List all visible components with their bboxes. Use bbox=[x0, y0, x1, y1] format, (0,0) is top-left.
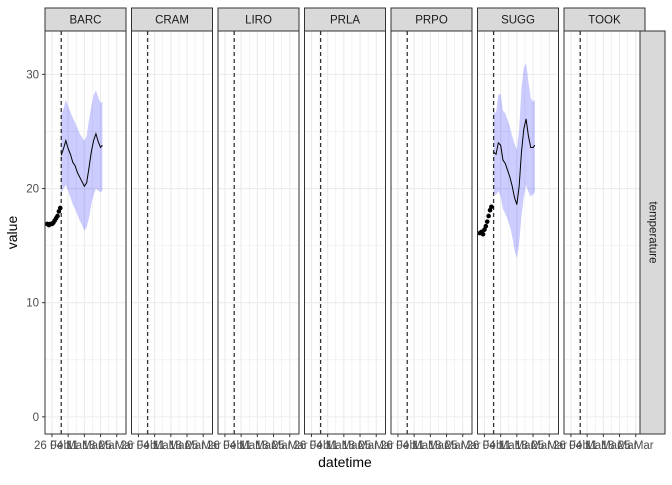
observation-point bbox=[55, 213, 60, 219]
y-axis-title: value bbox=[4, 216, 20, 250]
facet-strip bbox=[217, 7, 300, 32]
panel-background bbox=[45, 31, 126, 434]
panel-background bbox=[477, 31, 559, 434]
facet-strip-label: PRPO bbox=[415, 15, 448, 27]
x-tick-label: 11 Mar bbox=[240, 440, 275, 452]
x-tick-label: 18 Mar bbox=[515, 440, 551, 452]
observation-point bbox=[486, 213, 491, 219]
y-tick-label: 30 bbox=[26, 69, 39, 81]
facet-strip bbox=[44, 7, 127, 32]
y-tick-label: 20 bbox=[26, 184, 39, 196]
x-tick-label: 04 Mar bbox=[569, 440, 605, 452]
x-tick-label: 26 Feb bbox=[553, 440, 589, 452]
x-tick-label: 25 Mar bbox=[185, 440, 221, 452]
y-tick-label: 0 bbox=[33, 412, 39, 424]
y-tick-label: 10 bbox=[26, 298, 39, 310]
facet-strip bbox=[390, 7, 473, 32]
facet-strip-label: PRLA bbox=[330, 15, 360, 27]
x-tick-label: 25 Mar bbox=[445, 440, 481, 452]
x-tick-label: 18 Mar bbox=[342, 440, 378, 452]
observation-point bbox=[483, 223, 489, 229]
facet-strip bbox=[131, 7, 213, 32]
x-tick-label: 25 Mar bbox=[358, 440, 394, 452]
x-axis-title: datetime bbox=[318, 454, 372, 470]
x-tick-label: 18 Mar bbox=[429, 440, 465, 452]
x-tick-label: 18 Mar bbox=[83, 440, 119, 452]
x-tick-label: 25 Mar bbox=[99, 440, 135, 452]
x-tick-label: 18 Mar bbox=[256, 440, 292, 452]
observation-point bbox=[57, 205, 63, 211]
observation-point bbox=[484, 219, 490, 224]
x-tick-label: 04 Mar bbox=[396, 440, 432, 452]
forecast-ribbon bbox=[493, 62, 535, 259]
x-tick-label: 11 Mar bbox=[67, 440, 102, 452]
x-tick-label: 04 Mar bbox=[483, 440, 519, 452]
x-tick-label: 11 Mar bbox=[499, 440, 534, 452]
x-tick-label: 04 Mar bbox=[223, 440, 259, 452]
panel-background bbox=[391, 31, 472, 434]
x-tick-label: 11 Mar bbox=[586, 440, 621, 452]
facet-strip-label: CRAM bbox=[155, 15, 189, 27]
x-tick-label: 26 Feb bbox=[294, 440, 330, 452]
x-tick-label: 11 Mar bbox=[326, 440, 361, 452]
forecast-mean-line bbox=[60, 132, 103, 188]
x-tick-label: 25 Mar bbox=[272, 440, 308, 452]
facet-strip-label: TOOK bbox=[588, 15, 621, 27]
panel-background bbox=[131, 31, 213, 434]
observation-point bbox=[489, 204, 494, 210]
x-tick-label: 18 Mar bbox=[602, 440, 638, 452]
panel-background bbox=[218, 31, 299, 434]
x-tick-label: 26 Feb bbox=[34, 440, 70, 452]
facet-strip-label: SUGG bbox=[501, 15, 535, 27]
facet-strip bbox=[477, 7, 559, 32]
x-tick-label: 26 Feb bbox=[467, 440, 503, 452]
x-tick-label: 04 Mar bbox=[50, 440, 86, 452]
facet-strip-label: BARC bbox=[70, 15, 102, 27]
x-tick-label: 26 Feb bbox=[380, 440, 416, 452]
x-tick-label: 11 Mar bbox=[153, 440, 188, 452]
x-tick-label: 25 Mar bbox=[618, 440, 654, 452]
x-tick-label: 04 Mar bbox=[137, 440, 173, 452]
facet-strip bbox=[304, 7, 386, 32]
panel-background bbox=[564, 31, 645, 434]
row-strip-label: temperature bbox=[646, 201, 658, 263]
forecast-mean-line bbox=[493, 118, 536, 205]
x-tick-label: 18 Mar bbox=[169, 440, 205, 452]
x-tick-label: 11 Mar bbox=[413, 440, 448, 452]
x-tick-label: 04 Mar bbox=[310, 440, 346, 452]
facet-strip-label: LIRO bbox=[245, 15, 272, 27]
observation-point bbox=[480, 231, 486, 237]
facet-strip bbox=[563, 7, 646, 32]
x-tick-label: 26 Feb bbox=[121, 440, 157, 452]
x-tick-label: 26 Feb bbox=[207, 440, 243, 452]
x-tick-label: 25 Mar bbox=[531, 440, 567, 452]
row-strip bbox=[639, 30, 666, 435]
forecast-ribbon bbox=[61, 90, 103, 231]
panel-background bbox=[304, 31, 386, 434]
